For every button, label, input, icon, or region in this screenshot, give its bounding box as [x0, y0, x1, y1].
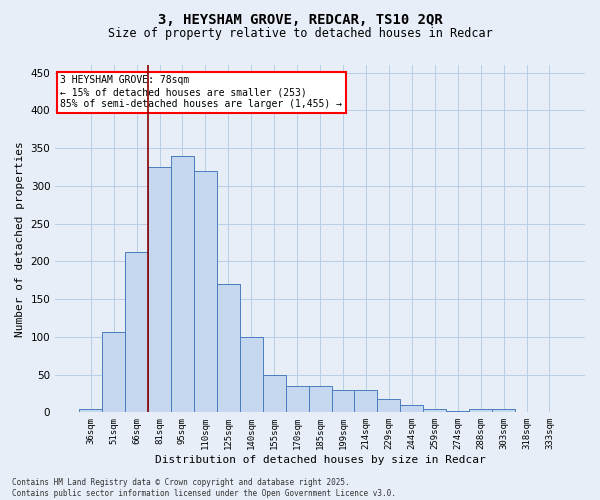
Text: Size of property relative to detached houses in Redcar: Size of property relative to detached ho… [107, 28, 493, 40]
Bar [194, 170, 217, 412]
Bar [355, 390, 377, 412]
Bar [171, 156, 194, 412]
Bar [125, 252, 148, 412]
Bar [400, 405, 423, 412]
Text: 3 HEYSHAM GROVE: 78sqm
← 15% of detached houses are smaller (253)
85% of semi-de: 3 HEYSHAM GROVE: 78sqm ← 15% of detached… [61, 76, 343, 108]
Bar [102, 332, 125, 412]
Text: Contains HM Land Registry data © Crown copyright and database right 2025.
Contai: Contains HM Land Registry data © Crown c… [12, 478, 396, 498]
Bar [240, 337, 263, 412]
Bar [148, 167, 171, 412]
Bar [492, 408, 515, 412]
Bar [332, 390, 355, 412]
Bar [423, 408, 446, 412]
Bar [217, 284, 240, 412]
Bar [79, 408, 102, 412]
Bar [308, 386, 332, 412]
Text: 3, HEYSHAM GROVE, REDCAR, TS10 2QR: 3, HEYSHAM GROVE, REDCAR, TS10 2QR [158, 12, 442, 26]
Bar [469, 408, 492, 412]
X-axis label: Distribution of detached houses by size in Redcar: Distribution of detached houses by size … [155, 455, 485, 465]
Bar [446, 411, 469, 412]
Bar [263, 374, 286, 412]
Bar [377, 398, 400, 412]
Bar [286, 386, 308, 412]
Y-axis label: Number of detached properties: Number of detached properties [15, 141, 25, 336]
